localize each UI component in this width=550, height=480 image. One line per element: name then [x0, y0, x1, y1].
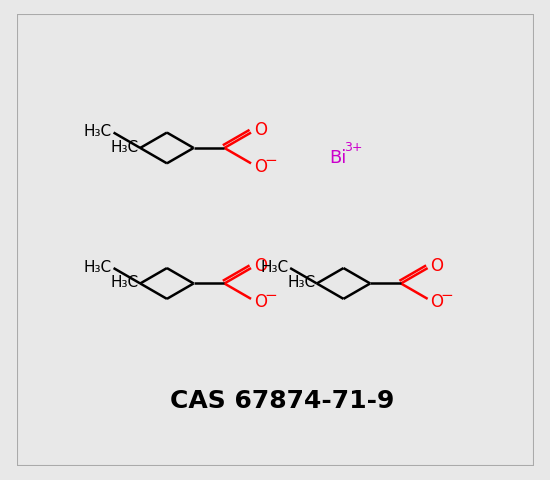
Text: O: O	[254, 121, 267, 140]
Text: H₃C: H₃C	[111, 275, 139, 290]
Text: Bi: Bi	[329, 149, 346, 167]
Text: H₃C: H₃C	[84, 260, 112, 275]
Text: −: −	[441, 288, 454, 303]
Text: H₃C: H₃C	[260, 260, 289, 275]
Text: O: O	[431, 293, 443, 311]
Text: O: O	[254, 293, 267, 311]
Text: 3+: 3+	[344, 141, 363, 154]
Text: O: O	[254, 257, 267, 275]
Text: H₃C: H₃C	[84, 124, 112, 139]
Text: −: −	[264, 288, 277, 303]
Text: H₃C: H₃C	[111, 140, 139, 155]
Text: CAS 67874-71-9: CAS 67874-71-9	[170, 388, 394, 412]
Text: O: O	[254, 157, 267, 176]
Text: −: −	[264, 153, 277, 168]
Text: O: O	[431, 257, 443, 275]
Text: H₃C: H₃C	[287, 275, 315, 290]
